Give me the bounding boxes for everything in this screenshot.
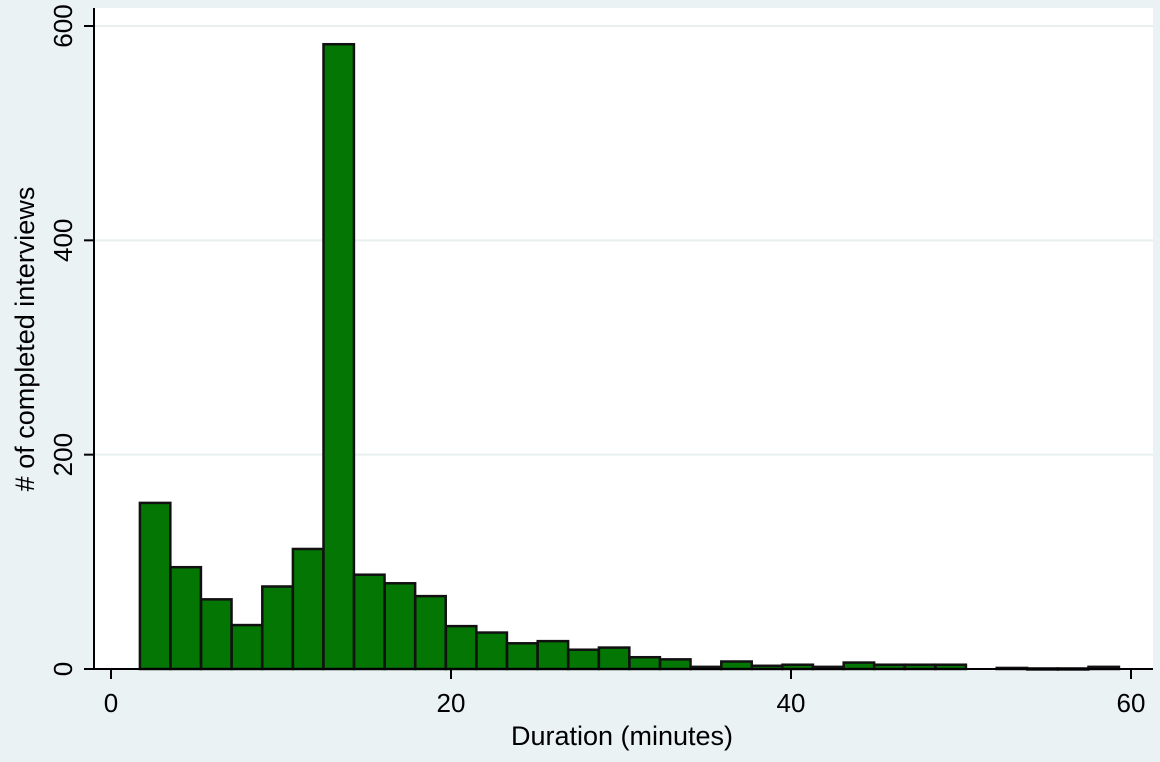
histogram-bar-11 [475, 631, 509, 671]
y-axis-ticks: 0 200 400 600 [48, 4, 94, 676]
x-tick-label-0: 0 [104, 688, 118, 718]
histogram-bar-10 [444, 624, 478, 671]
histogram-bar-4 [261, 585, 294, 671]
x-tick-label-60: 60 [1117, 688, 1146, 718]
y-tick-label-0: 0 [48, 662, 78, 676]
y-tick-label-200: 200 [48, 433, 78, 476]
bars [138, 42, 1121, 671]
plot-area [94, 8, 1153, 669]
histogram-bar-12 [505, 642, 539, 671]
x-axis-title: Duration (minutes) [511, 721, 733, 751]
histogram-bar-0 [138, 501, 172, 671]
histogram-bar-7 [352, 573, 386, 671]
x-tick-label-20: 20 [437, 688, 466, 718]
y-tick-label-400: 400 [48, 219, 78, 262]
y-axis-title: # of completed interviews [10, 187, 40, 492]
histogram-bar-17 [658, 658, 692, 671]
histogram-bar-16 [628, 655, 662, 671]
y-tick-label-600: 600 [48, 4, 78, 47]
x-axis-ticks: 0 20 40 60 [104, 669, 1146, 718]
histogram-bar-3 [230, 623, 264, 671]
gridlines [94, 25, 1153, 456]
histogram-bar-1 [169, 565, 203, 671]
histogram-bar-14 [567, 648, 600, 671]
histogram-bar-5 [291, 547, 325, 671]
histogram-bar-13 [536, 639, 570, 671]
histogram-bar-9 [414, 594, 447, 671]
histogram-bar-2 [199, 598, 233, 671]
histogram-bar-19 [720, 660, 753, 671]
histogram-bar-15 [597, 646, 631, 671]
histogram-bar-8 [383, 582, 417, 671]
x-tick-label-40: 40 [777, 688, 806, 718]
histogram-bar-6 [322, 42, 356, 671]
